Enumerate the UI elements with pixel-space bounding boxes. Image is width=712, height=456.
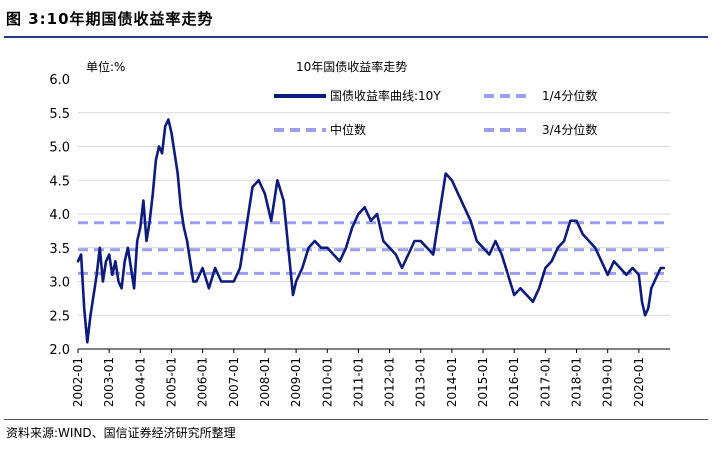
x-tick-label: 2006-01 xyxy=(196,357,210,407)
yield-chart: 6.0 5.5 5.0 4.5 4.0 3.5 3.0 2.5 2.0 2002-01 2003-… xyxy=(49,59,670,407)
legend-label-q1: 1/4分位数 xyxy=(542,88,597,103)
source-note: 资料来源:WIND、国信证券经济研究所整理 xyxy=(6,426,236,440)
y-tick-label: 5.5 xyxy=(49,107,70,122)
legend-label-median: 中位数 xyxy=(330,122,366,137)
x-tick-label: 2008-01 xyxy=(258,357,272,407)
x-tick-label: 2005-01 xyxy=(164,357,178,407)
x-tick-label: 2009-01 xyxy=(289,357,303,407)
y-axis-ticks: 6.0 5.5 5.0 4.5 4.0 3.5 3.0 2.5 2.0 xyxy=(49,73,70,358)
reference-lines xyxy=(78,221,670,275)
title-rule xyxy=(4,36,708,38)
x-axis-ticks: 2002-01 2003-01 2004-01 2005-01 2006-01 2007-… xyxy=(71,349,646,407)
x-tick-label: 2012-01 xyxy=(383,357,397,407)
series-layer xyxy=(76,118,666,344)
y-tick-label: 2.5 xyxy=(49,309,70,324)
x-tick-label: 2004-01 xyxy=(133,357,147,407)
y-tick-label: 5.0 xyxy=(49,141,70,156)
y-tick-label: 2.0 xyxy=(49,343,70,358)
y-tick-label: 4.0 xyxy=(49,208,70,223)
x-tick-label: 2007-01 xyxy=(227,357,241,407)
y-tick-label: 3.0 xyxy=(49,276,70,291)
y-tick-label: 4.5 xyxy=(49,174,70,189)
legend-label-10y: 国债收益率曲线:10Y xyxy=(330,88,441,103)
x-tick-label: 2010-01 xyxy=(320,357,334,407)
unit-label: 单位:% xyxy=(86,59,125,74)
x-tick-label: 2011-01 xyxy=(351,357,365,407)
x-tick-label: 2019-01 xyxy=(601,357,615,407)
chart-title: 10年国债收益率走势 xyxy=(296,59,407,74)
x-tick-label: 2017-01 xyxy=(538,357,552,407)
source-rule xyxy=(4,419,708,420)
x-tick-label: 2013-01 xyxy=(414,357,428,407)
x-tick-label: 2015-01 xyxy=(476,357,490,407)
x-tick-label: 2018-01 xyxy=(570,357,584,407)
y-tick-label: 3.5 xyxy=(49,242,70,257)
y-tick-label: 6.0 xyxy=(49,73,70,88)
legend: 国债收益率曲线:10Y 1/4分位数 中位数 3/4分位数 xyxy=(274,88,597,137)
x-tick-label: 2014-01 xyxy=(445,357,459,407)
x-tick-label: 2016-01 xyxy=(507,357,521,407)
series-line-10y xyxy=(76,118,666,344)
grid-lines xyxy=(78,112,670,316)
legend-label-q3: 3/4分位数 xyxy=(542,122,597,137)
x-tick-label: 2020-01 xyxy=(632,357,646,407)
x-tick-label: 2003-01 xyxy=(102,357,116,407)
figure-title: 图 3:10年期国债收益率走势 xyxy=(6,10,214,28)
x-tick-label: 2002-01 xyxy=(71,357,85,407)
